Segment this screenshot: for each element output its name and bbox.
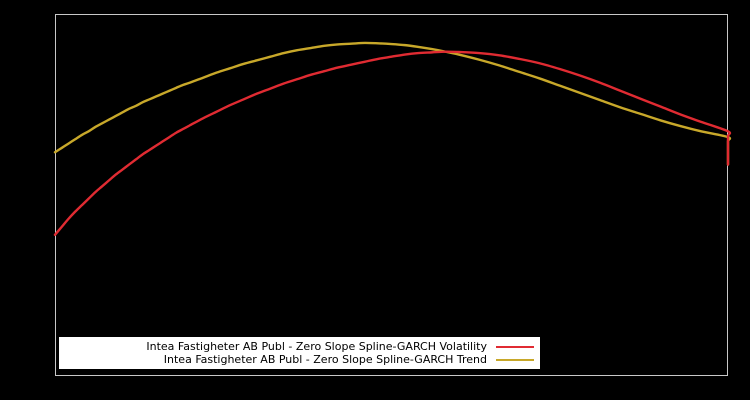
series-line-volatility [53, 50, 732, 237]
plot-border [55, 14, 728, 376]
legend-label-trend: Intea Fastigheter AB Publ - Zero Slope S… [163, 353, 487, 366]
legend-item-volatility: Intea Fastigheter AB Publ - Zero Slope S… [59, 340, 540, 353]
chart-legend: Intea Fastigheter AB Publ - Zero Slope S… [59, 337, 540, 369]
legend-swatch-volatility [496, 341, 534, 352]
legend-item-trend: Intea Fastigheter AB Publ - Zero Slope S… [59, 353, 540, 366]
legend-swatch-trend [496, 354, 534, 365]
legend-label-volatility: Intea Fastigheter AB Publ - Zero Slope S… [146, 340, 487, 353]
plot-background [55, 14, 728, 376]
